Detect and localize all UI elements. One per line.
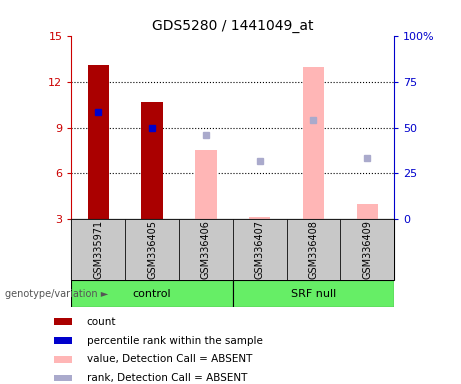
Text: GSM336406: GSM336406 [201,220,211,279]
Text: GSM336405: GSM336405 [147,220,157,279]
Bar [356,204,378,219]
Text: GSM335971: GSM335971 [93,220,103,279]
Title: GDS5280 / 1441049_at: GDS5280 / 1441049_at [152,19,313,33]
Bar [71,280,233,307]
Text: genotype/variation ►: genotype/variation ► [5,289,108,299]
Bar [54,337,72,344]
Text: GSM336407: GSM336407 [254,220,265,279]
Bar [249,217,271,219]
Bar [340,219,394,280]
Bar [233,280,394,307]
Bar [179,219,233,280]
Bar [54,356,72,362]
Bar [303,67,324,219]
Text: SRF null: SRF null [291,289,336,299]
Bar [125,219,179,280]
Bar [287,219,340,280]
Bar [233,219,287,280]
Bar [88,65,109,219]
Text: GSM336408: GSM336408 [308,220,319,279]
Text: control: control [133,289,171,299]
Text: GSM336409: GSM336409 [362,220,372,279]
Text: percentile rank within the sample: percentile rank within the sample [87,336,263,346]
Bar [195,151,217,219]
Text: value, Detection Call = ABSENT: value, Detection Call = ABSENT [87,354,252,364]
Text: rank, Detection Call = ABSENT: rank, Detection Call = ABSENT [87,373,247,383]
Text: count: count [87,317,116,327]
Bar [54,375,72,381]
Bar [54,318,72,325]
Bar [71,219,125,280]
Bar [142,102,163,219]
